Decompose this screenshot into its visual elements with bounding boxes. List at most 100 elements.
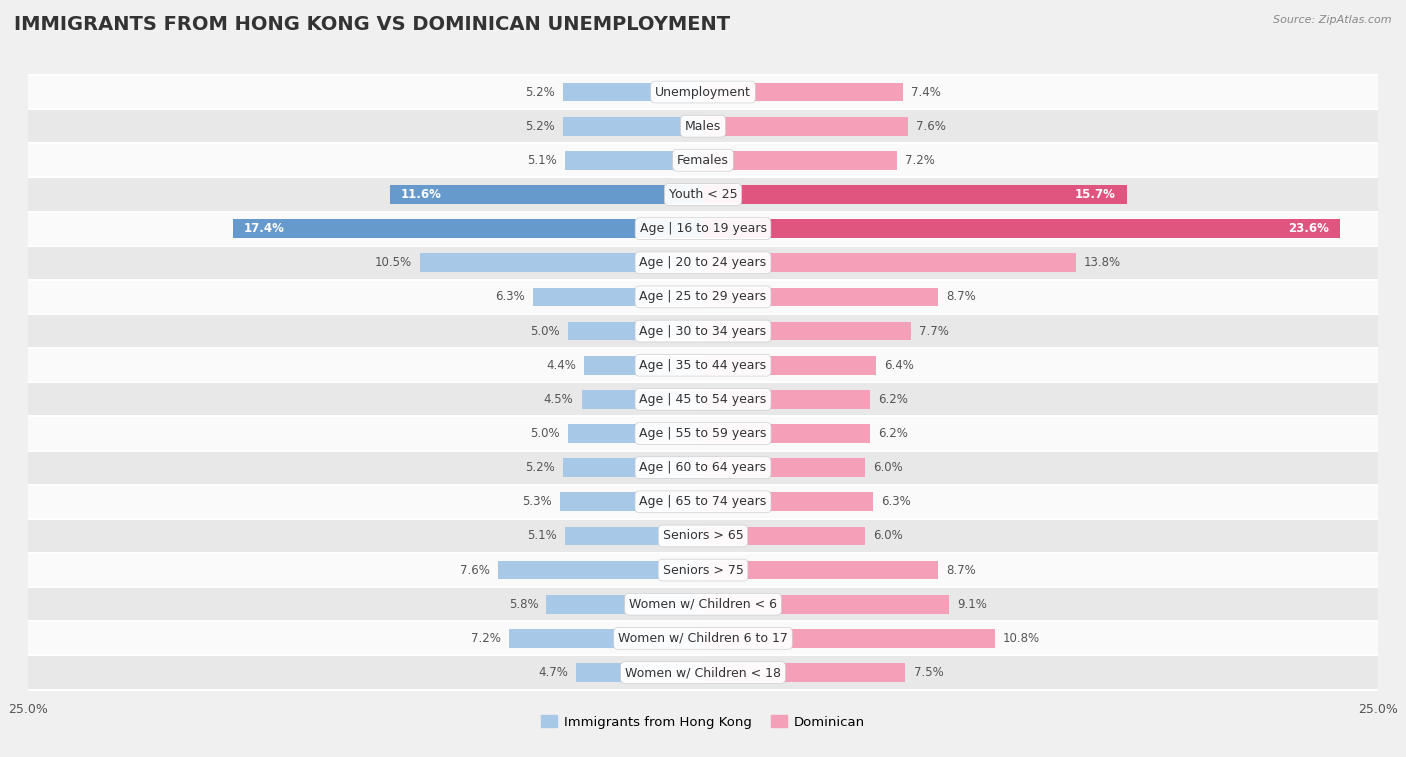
Text: Age | 25 to 29 years: Age | 25 to 29 years (640, 291, 766, 304)
Text: 23.6%: 23.6% (1288, 222, 1329, 235)
Bar (703, 595, 949, 614)
Text: 5.1%: 5.1% (527, 529, 557, 543)
Text: Source: ZipAtlas.com: Source: ZipAtlas.com (1274, 15, 1392, 25)
Text: 7.5%: 7.5% (914, 666, 943, 679)
Text: 6.3%: 6.3% (495, 291, 524, 304)
Text: 17.4%: 17.4% (245, 222, 285, 235)
Text: 10.5%: 10.5% (374, 257, 412, 269)
Bar (703, 492, 873, 511)
Text: 5.3%: 5.3% (522, 495, 551, 508)
Text: Youth < 25: Youth < 25 (669, 188, 737, 201)
Text: 5.0%: 5.0% (530, 325, 560, 338)
Bar (703, 527, 865, 545)
Text: Age | 20 to 24 years: Age | 20 to 24 years (640, 257, 766, 269)
Bar (28, 211, 1378, 246)
Bar (582, 390, 703, 409)
Legend: Immigrants from Hong Kong, Dominican: Immigrants from Hong Kong, Dominican (536, 710, 870, 734)
Bar (565, 151, 703, 170)
Text: 8.7%: 8.7% (946, 564, 976, 577)
Bar (28, 382, 1378, 416)
Text: 10.8%: 10.8% (1002, 632, 1040, 645)
Bar (28, 416, 1378, 450)
Bar (585, 356, 703, 375)
Text: 7.6%: 7.6% (460, 564, 489, 577)
Text: Age | 30 to 34 years: Age | 30 to 34 years (640, 325, 766, 338)
Text: 15.7%: 15.7% (1076, 188, 1116, 201)
Bar (703, 117, 908, 136)
Bar (419, 254, 703, 273)
Text: Age | 45 to 54 years: Age | 45 to 54 years (640, 393, 766, 406)
Bar (703, 561, 938, 580)
Text: IMMIGRANTS FROM HONG KONG VS DOMINICAN UNEMPLOYMENT: IMMIGRANTS FROM HONG KONG VS DOMINICAN U… (14, 15, 730, 34)
Text: 6.2%: 6.2% (879, 393, 908, 406)
Text: Women w/ Children < 6: Women w/ Children < 6 (628, 598, 778, 611)
Text: 7.2%: 7.2% (905, 154, 935, 167)
Text: 5.8%: 5.8% (509, 598, 538, 611)
Text: Age | 16 to 19 years: Age | 16 to 19 years (640, 222, 766, 235)
Text: 6.0%: 6.0% (873, 461, 903, 474)
Bar (703, 220, 1340, 238)
Bar (703, 390, 870, 409)
Bar (28, 75, 1378, 109)
Text: Seniors > 75: Seniors > 75 (662, 564, 744, 577)
Bar (28, 143, 1378, 177)
Text: Age | 55 to 59 years: Age | 55 to 59 years (640, 427, 766, 440)
Bar (703, 663, 905, 682)
Text: Age | 60 to 64 years: Age | 60 to 64 years (640, 461, 766, 474)
Text: 5.2%: 5.2% (524, 120, 554, 132)
Bar (533, 288, 703, 307)
Text: 7.7%: 7.7% (920, 325, 949, 338)
Text: Age | 35 to 44 years: Age | 35 to 44 years (640, 359, 766, 372)
Text: 7.6%: 7.6% (917, 120, 946, 132)
Text: Women w/ Children < 18: Women w/ Children < 18 (626, 666, 780, 679)
Bar (28, 177, 1378, 211)
Text: Women w/ Children 6 to 17: Women w/ Children 6 to 17 (619, 632, 787, 645)
Bar (562, 458, 703, 477)
Bar (560, 492, 703, 511)
Bar (28, 587, 1378, 621)
Text: 7.4%: 7.4% (911, 86, 941, 98)
Bar (703, 254, 1076, 273)
Text: 4.7%: 4.7% (538, 666, 568, 679)
Bar (565, 527, 703, 545)
Text: 6.4%: 6.4% (884, 359, 914, 372)
Bar (547, 595, 703, 614)
Bar (703, 458, 865, 477)
Text: 5.0%: 5.0% (530, 427, 560, 440)
Text: 6.0%: 6.0% (873, 529, 903, 543)
Bar (703, 356, 876, 375)
Bar (568, 424, 703, 443)
Text: Unemployment: Unemployment (655, 86, 751, 98)
Text: Age | 65 to 74 years: Age | 65 to 74 years (640, 495, 766, 508)
Text: Seniors > 65: Seniors > 65 (662, 529, 744, 543)
Bar (233, 220, 703, 238)
Bar (509, 629, 703, 648)
Bar (28, 484, 1378, 519)
Text: 11.6%: 11.6% (401, 188, 441, 201)
Bar (28, 246, 1378, 280)
Text: 5.1%: 5.1% (527, 154, 557, 167)
Bar (703, 322, 911, 341)
Bar (562, 117, 703, 136)
Text: 4.4%: 4.4% (547, 359, 576, 372)
Bar (28, 314, 1378, 348)
Bar (703, 83, 903, 101)
Bar (28, 280, 1378, 314)
Bar (576, 663, 703, 682)
Text: Females: Females (678, 154, 728, 167)
Bar (28, 621, 1378, 656)
Bar (28, 553, 1378, 587)
Bar (562, 83, 703, 101)
Bar (568, 322, 703, 341)
Bar (703, 424, 870, 443)
Bar (703, 185, 1126, 204)
Bar (28, 109, 1378, 143)
Bar (28, 348, 1378, 382)
Bar (389, 185, 703, 204)
Text: 5.2%: 5.2% (524, 461, 554, 474)
Bar (703, 629, 994, 648)
Text: 4.5%: 4.5% (544, 393, 574, 406)
Text: 6.3%: 6.3% (882, 495, 911, 508)
Text: 6.2%: 6.2% (879, 427, 908, 440)
Bar (498, 561, 703, 580)
